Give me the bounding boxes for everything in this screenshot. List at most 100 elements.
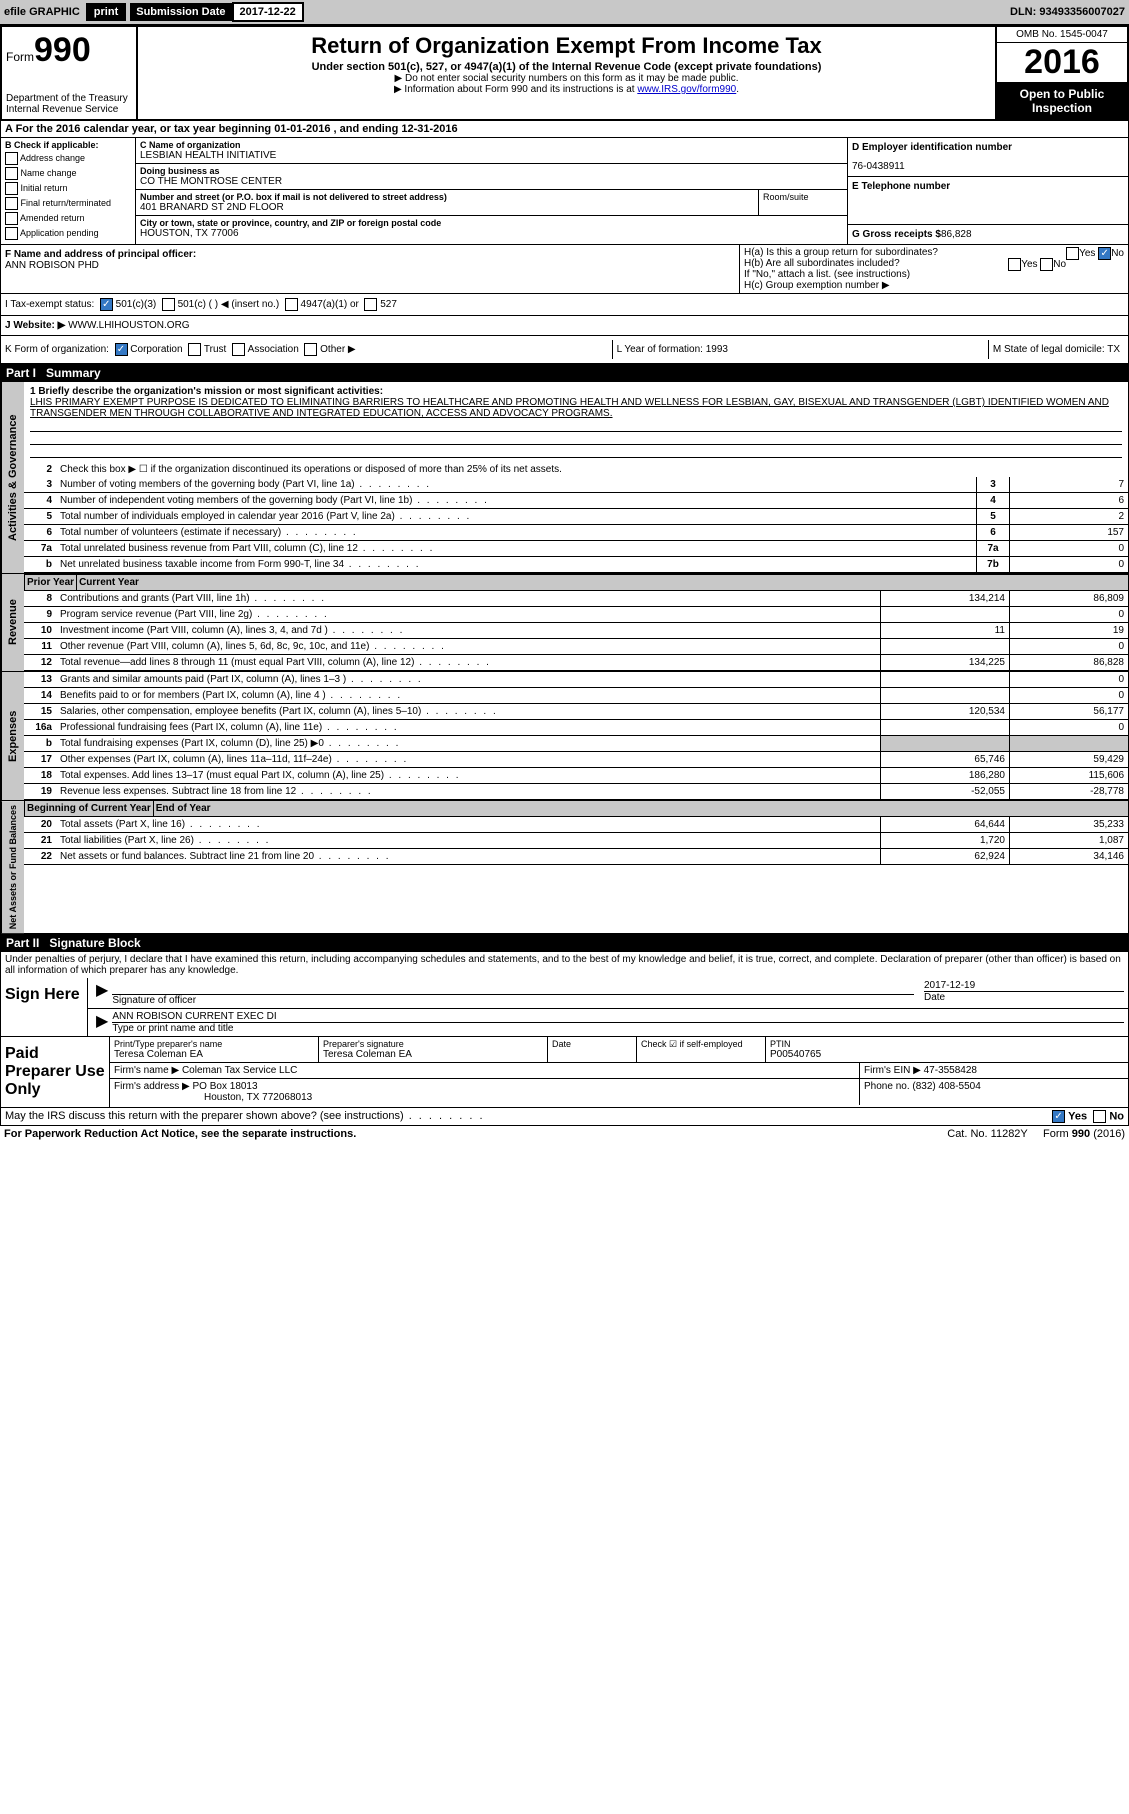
chk-name-label: Name change <box>21 168 77 178</box>
part1-header: Part I Summary <box>0 364 1129 382</box>
revenue-body: Prior Year Current Year 8Contributions a… <box>24 574 1128 671</box>
kf-corp: Corporation <box>130 344 182 355</box>
chk-discuss-no[interactable] <box>1093 1110 1106 1123</box>
line-3: 3Number of voting members of the governi… <box>24 477 1128 493</box>
omb-number: OMB No. 1545-0047 <box>997 27 1127 43</box>
website-url: WWW.LHIHOUSTON.ORG <box>68 320 189 331</box>
netassets-section: Net Assets or Fund Balances Beginning of… <box>0 801 1129 934</box>
chk-501c3[interactable]: ✓ <box>100 298 113 311</box>
chk-application-label: Application pending <box>20 228 99 238</box>
officer-sig-line: ▶ Signature of officer 2017-12-19 Date <box>88 978 1128 1009</box>
discuss-yn: ✓ Yes No <box>1052 1110 1124 1123</box>
line-18: 18Total expenses. Add lines 13–17 (must … <box>24 768 1128 784</box>
firm-addr-label: Firm's address ▶ <box>114 1081 190 1092</box>
pt-label: Print/Type preparer's name <box>114 1039 314 1049</box>
officer-label: F Name and address of principal officer: <box>5 249 196 260</box>
room-label: Room/suite <box>759 190 847 215</box>
footer-right: Cat. No. 11282Y Form 990 (2016) <box>947 1128 1125 1140</box>
gross-value: 86,828 <box>941 229 972 240</box>
irs-link[interactable]: www.IRS.gov/form990 <box>637 84 736 95</box>
pra-notice: For Paperwork Reduction Act Notice, see … <box>4 1128 356 1140</box>
line-12: 12Total revenue—add lines 8 through 11 (… <box>24 655 1128 671</box>
te-4947: 4947(a)(1) or <box>301 299 359 310</box>
efile-label: efile GRAPHIC <box>4 6 80 18</box>
chk-final-label: Final return/terminated <box>21 198 112 208</box>
chk-501c[interactable] <box>162 298 175 311</box>
line-21: 21Total liabilities (Part X, line 26)1,7… <box>24 833 1128 849</box>
kf-trust: Trust <box>204 344 226 355</box>
preparer-row1: Print/Type preparer's name Teresa Colema… <box>110 1037 1128 1063</box>
website-row: J Website: ▶ WWW.LHIHOUSTON.ORG <box>0 316 1129 336</box>
website-label: J Website: ▶ <box>5 320 65 331</box>
sig-officer-label: Signature of officer <box>112 995 914 1006</box>
line-17: 17Other expenses (Part IX, column (A), l… <box>24 752 1128 768</box>
print-button[interactable]: print <box>86 3 126 21</box>
chk-other[interactable] <box>304 343 317 356</box>
city-cell: City or town, state or province, country… <box>136 216 847 241</box>
chk-initial[interactable]: Initial return <box>5 182 131 195</box>
city-state-zip: HOUSTON, TX 77006 <box>140 228 843 239</box>
phone-cell: E Telephone number <box>848 177 1128 225</box>
dept-treasury: Department of the Treasury Internal Reve… <box>6 93 132 115</box>
chk-527[interactable] <box>364 298 377 311</box>
chk-discuss-yes[interactable]: ✓ <box>1052 1110 1065 1123</box>
street-address: 401 BRANARD ST 2ND FLOOR <box>140 202 754 213</box>
ein-value: 76-0438911 <box>852 161 1124 172</box>
ein-cell: D Employer identification number 76-0438… <box>848 138 1128 177</box>
line-22: 22Net assets or fund balances. Subtract … <box>24 849 1128 865</box>
chk-trust[interactable] <box>188 343 201 356</box>
org-name-label: C Name of organization <box>140 140 843 150</box>
tax-exempt-row: I Tax-exempt status: ✓ 501(c)(3) 501(c) … <box>0 294 1129 316</box>
officer-name-line: ▶ ANN ROBISON CURRENT EXEC DI Type or pr… <box>88 1009 1128 1036</box>
chk-final[interactable]: Final return/terminated <box>5 197 131 210</box>
line-2: 2 Check this box ▶ ☐ if the organization… <box>24 462 1128 477</box>
col-b-checkboxes: B Check if applicable: Address change Na… <box>1 138 136 244</box>
chk-name[interactable]: Name change <box>5 167 131 180</box>
governance-body: 1 Briefly describe the organization's mi… <box>24 382 1128 573</box>
chk-assoc[interactable] <box>232 343 245 356</box>
hdr-current-year: Current Year <box>76 575 141 590</box>
rev-header-row: Prior Year Current Year <box>24 574 1128 591</box>
gross-label: G Gross receipts $ <box>852 229 941 240</box>
expenses-section: Expenses 13Grants and similar amounts pa… <box>0 672 1129 801</box>
line-8: 8Contributions and grants (Part VIII, li… <box>24 591 1128 607</box>
netassets-body: Beginning of Current Year End of Year 20… <box>24 801 1128 933</box>
line-4: 4Number of independent voting members of… <box>24 493 1128 509</box>
te-501c: 501(c) ( ) ◀ (insert no.) <box>178 299 280 310</box>
line-19: 19Revenue less expenses. Subtract line 1… <box>24 784 1128 800</box>
blank-line3 <box>30 445 1122 458</box>
chk-corp[interactable]: ✓ <box>115 343 128 356</box>
line-7a: 7aTotal unrelated business revenue from … <box>24 541 1128 557</box>
line-13: 13Grants and similar amounts paid (Part … <box>24 672 1128 688</box>
hdr-boy: Beginning of Current Year <box>24 801 153 816</box>
hb-note: If "No," attach a list. (see instruction… <box>744 269 1124 280</box>
chk-amended[interactable]: Amended return <box>5 212 131 225</box>
ha-yes: Yes <box>1079 248 1095 259</box>
officer-name-label: Type or print name and title <box>112 1023 1124 1034</box>
addr-label: Number and street (or P.O. box if mail i… <box>140 192 754 202</box>
header-middle: Return of Organization Exempt From Incom… <box>138 27 995 119</box>
signature-block: Under penalties of perjury, I declare th… <box>0 952 1129 1037</box>
note-info-text: ▶ Information about Form 990 and its ins… <box>394 84 637 95</box>
phone-num-label: Phone no. <box>864 1081 910 1092</box>
hdr-eoy: End of Year <box>153 801 213 816</box>
net-header-row: Beginning of Current Year End of Year <box>24 801 1128 817</box>
te-label: I Tax-exempt status: <box>5 299 94 310</box>
addr-cell: Number and street (or P.O. box if mail i… <box>136 190 759 215</box>
blank-line2 <box>30 432 1122 445</box>
sign-here-label: Sign Here <box>1 978 88 1036</box>
ptin-value: P00540765 <box>770 1049 1124 1060</box>
kf-other: Other ▶ <box>320 344 355 355</box>
chk-application[interactable]: Application pending <box>5 227 131 240</box>
line-b: bTotal fundraising expenses (Part IX, co… <box>24 736 1128 752</box>
governance-section: Activities & Governance 1 Briefly descri… <box>0 382 1129 574</box>
line-b: bNet unrelated business taxable income f… <box>24 557 1128 573</box>
part2-title: Signature Block <box>49 936 140 950</box>
chk-4947[interactable] <box>285 298 298 311</box>
kform-label: K Form of organization: <box>5 344 109 355</box>
hb-no: No <box>1053 259 1066 270</box>
te-527: 527 <box>380 299 397 310</box>
chk-address[interactable]: Address change <box>5 152 131 165</box>
side-revenue: Revenue <box>1 574 24 671</box>
prep-date-label: Date <box>548 1037 637 1062</box>
